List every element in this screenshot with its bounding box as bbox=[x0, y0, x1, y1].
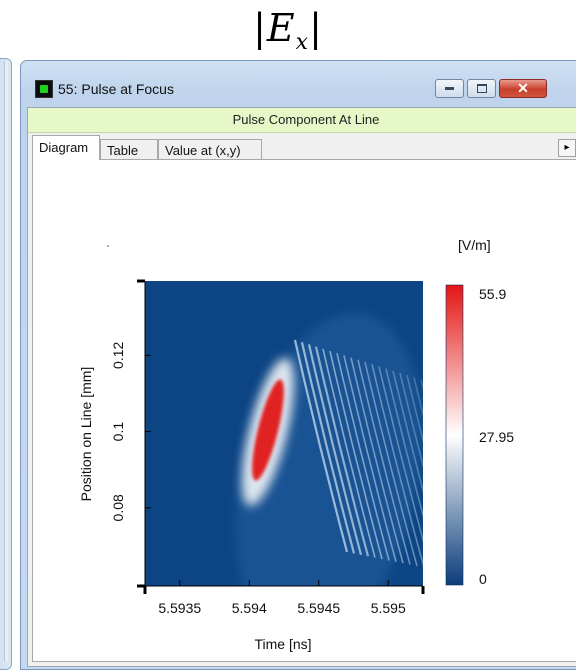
y-tick-label: 0.12 bbox=[110, 342, 126, 369]
title-bar[interactable]: 55: Pulse at Focus ✕ bbox=[21, 61, 576, 101]
fringe-line bbox=[385, 368, 423, 519]
fringe-line bbox=[314, 346, 370, 557]
fringe-line bbox=[392, 370, 423, 494]
fringe-line bbox=[322, 348, 376, 558]
chevron-right-icon: ▸ bbox=[564, 142, 570, 153]
fringe-line bbox=[293, 339, 349, 553]
fringe-line bbox=[336, 353, 390, 561]
x-tick-label: 5.594 bbox=[232, 600, 267, 616]
fringe-line bbox=[357, 359, 411, 565]
y-tick-label: 0.1 bbox=[110, 422, 126, 442]
tab-scroll-right-button[interactable]: ▸ bbox=[558, 139, 576, 157]
tab-table[interactable]: Table bbox=[100, 139, 158, 160]
fringe-line bbox=[406, 375, 423, 444]
fringe-line bbox=[470, 395, 522, 587]
heatmap-chart: 5.5935 5.594 5.5945 5.595 0.08 0.1 0.12 Time … bbox=[33, 160, 576, 663]
fringe-line bbox=[463, 393, 515, 586]
minimize-button[interactable] bbox=[435, 79, 464, 98]
close-icon: ✕ bbox=[517, 80, 529, 96]
stray-dot bbox=[107, 245, 109, 247]
fringe-line bbox=[456, 391, 508, 585]
diagram-panel: 5.5935 5.594 5.5945 5.595 0.08 0.1 0.12 Time … bbox=[32, 159, 576, 662]
fringe-line bbox=[413, 377, 423, 418]
colorbar-max-label: 55.9 bbox=[479, 286, 506, 302]
x-tick-label: 5.595 bbox=[371, 600, 406, 616]
heatmap-features bbox=[235, 312, 522, 587]
fringe-line bbox=[378, 366, 423, 543]
tab-diagram[interactable]: Diagram bbox=[32, 135, 100, 160]
window-title: 55: Pulse at Focus bbox=[58, 81, 174, 97]
y-axis: 0.08 0.1 0.12 bbox=[110, 279, 151, 588]
pulse-peak bbox=[252, 379, 284, 481]
app-icon bbox=[35, 80, 53, 98]
x-tick-label: 5.5935 bbox=[158, 600, 201, 616]
fringe-line bbox=[399, 372, 423, 469]
tab-value-at-xy[interactable]: Value at (x,y) bbox=[158, 139, 262, 160]
window-client: Pulse Component At Line Diagram Table Va… bbox=[27, 107, 576, 667]
colorbar-mid-label: 27.95 bbox=[479, 429, 514, 445]
colorbar-min-label: 0 bbox=[479, 571, 487, 587]
fringe-line bbox=[364, 361, 418, 567]
figure-title: |Ex| bbox=[253, 6, 323, 55]
close-button[interactable]: ✕ bbox=[499, 79, 547, 98]
x-axis: 5.5935 5.594 5.5945 5.595 bbox=[143, 580, 425, 616]
fringe-line bbox=[343, 355, 397, 563]
pulse-window: 55: Pulse at Focus ✕ Pulse Component At … bbox=[20, 60, 576, 670]
maximize-icon bbox=[476, 83, 487, 93]
minimize-icon bbox=[445, 86, 454, 90]
fringe-line bbox=[329, 350, 383, 560]
colorbar-unit: [V/m] bbox=[458, 237, 491, 253]
background-window-edge bbox=[0, 58, 12, 670]
fringe-lines bbox=[293, 339, 522, 587]
chart-svg: 5.5935 5.594 5.5945 5.595 0.08 0.1 0.12 Time … bbox=[78, 237, 522, 652]
subtitle-bar: Pulse Component At Line bbox=[28, 108, 576, 133]
y-tick-label: 0.08 bbox=[110, 494, 126, 521]
fringe-line bbox=[307, 344, 363, 556]
fringe-line bbox=[350, 357, 404, 564]
x-tick-label: 5.5945 bbox=[297, 600, 340, 616]
x-axis-label: Time [ns] bbox=[254, 636, 311, 652]
colorbar bbox=[445, 284, 464, 586]
maximize-button[interactable] bbox=[467, 79, 496, 98]
fringe-line bbox=[300, 341, 356, 554]
fringe-line bbox=[371, 364, 423, 567]
y-axis-label: Position on Line [mm] bbox=[78, 367, 94, 502]
